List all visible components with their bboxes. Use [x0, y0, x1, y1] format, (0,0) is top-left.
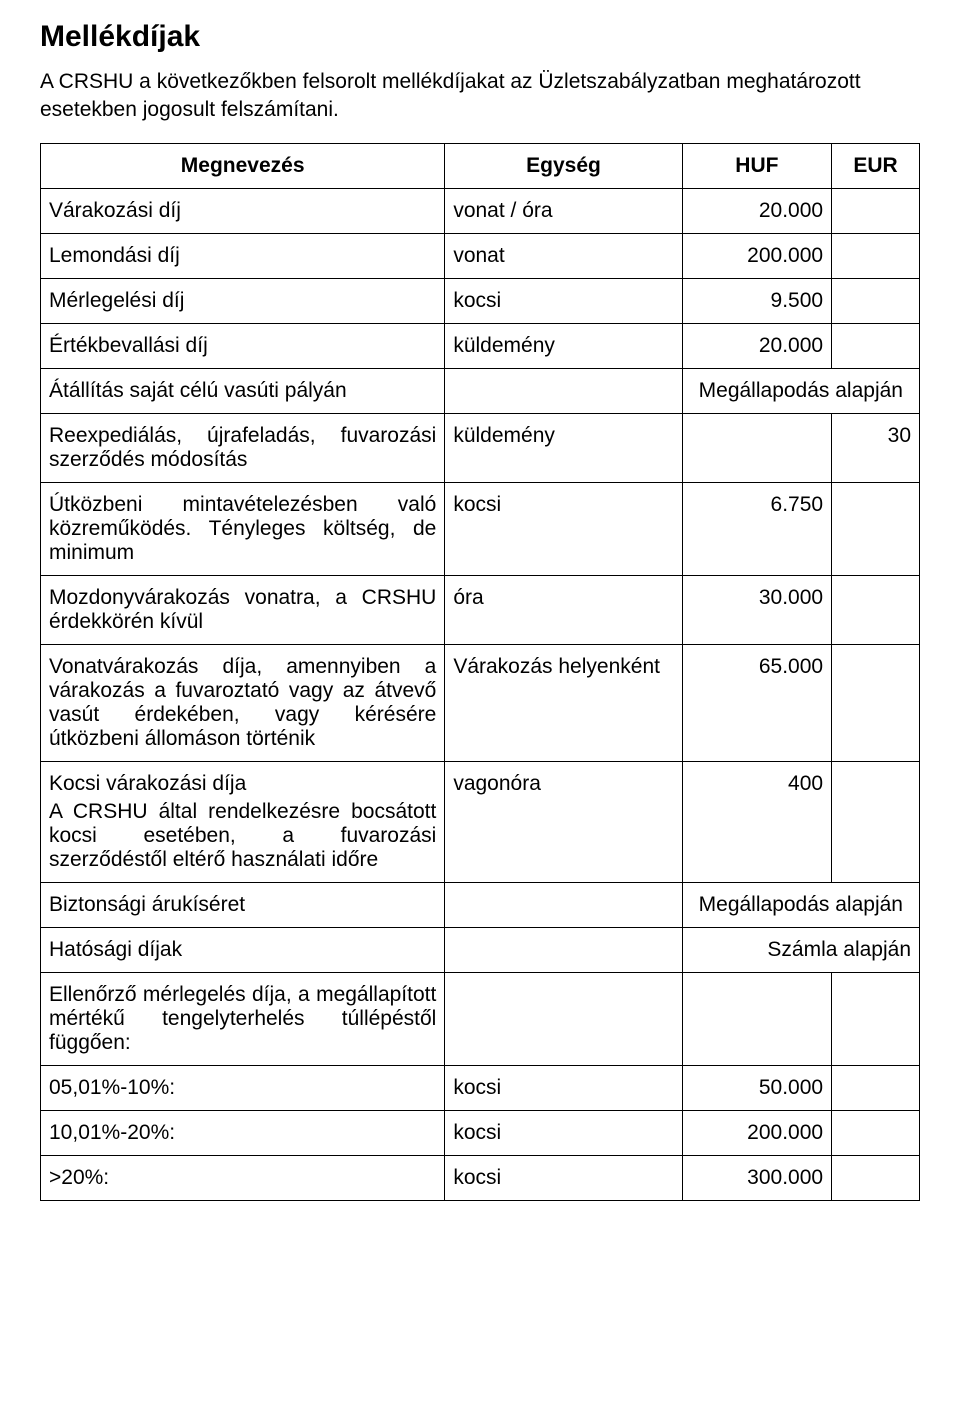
cell-huf: 30.000: [682, 575, 831, 644]
cell-huf: 300.000: [682, 1155, 831, 1200]
cell-huf: [682, 972, 831, 1065]
cell-eur: [832, 323, 920, 368]
cell-eur: [832, 761, 920, 882]
cell-name: Ellenőrző mérlegelés díja, a megállapíto…: [41, 972, 445, 1065]
cell-huf: 20.000: [682, 323, 831, 368]
cell-eur: [832, 644, 920, 761]
col-header-huf: HUF: [682, 143, 831, 188]
cell-unit: [445, 927, 682, 972]
cell-huf: 200.000: [682, 233, 831, 278]
table-row: Vonatvárakozás díja, amennyiben a várako…: [41, 644, 920, 761]
cell-name: Biztonsági árukíséret: [41, 882, 445, 927]
cell-name: Kocsi várakozási díja A CRSHU által rend…: [41, 761, 445, 882]
table-row: Mérlegelési díj kocsi 9.500: [41, 278, 920, 323]
cell-eur: [832, 233, 920, 278]
table-row: Útközbeni mintavételezésben való közremű…: [41, 482, 920, 575]
cell-unit: kocsi: [445, 278, 682, 323]
cell-name: Értékbevallási díj: [41, 323, 445, 368]
cell-eur: [832, 575, 920, 644]
cell-huf: 50.000: [682, 1065, 831, 1110]
cell-eur: 30: [832, 413, 920, 482]
cell-huf: 400: [682, 761, 831, 882]
cell-span-note: Megállapodás alapján: [682, 368, 919, 413]
cell-name-main: Kocsi várakozási díja: [49, 772, 436, 796]
cell-eur: [832, 1110, 920, 1155]
cell-name: >20%:: [41, 1155, 445, 1200]
cell-name: Lemondási díj: [41, 233, 445, 278]
table-row: Kocsi várakozási díja A CRSHU által rend…: [41, 761, 920, 882]
page-title: Mellékdíjak: [40, 20, 920, 54]
table-row: Biztonsági árukíséret Megállapodás alapj…: [41, 882, 920, 927]
page: Mellékdíjak A CRSHU a következőkben fels…: [0, 0, 960, 1413]
cell-unit: vonat: [445, 233, 682, 278]
cell-name: Hatósági díjak: [41, 927, 445, 972]
cell-huf: 65.000: [682, 644, 831, 761]
table-row: Ellenőrző mérlegelés díja, a megállapíto…: [41, 972, 920, 1065]
cell-huf: 9.500: [682, 278, 831, 323]
col-header-name: Megnevezés: [41, 143, 445, 188]
intro-text: A CRSHU a következőkben felsorolt mellék…: [40, 68, 920, 125]
cell-name: Útközbeni mintavételezésben való közremű…: [41, 482, 445, 575]
cell-name: Reexpediálás, újrafeladás, fuvarozási sz…: [41, 413, 445, 482]
cell-unit: kocsi: [445, 482, 682, 575]
cell-name: Mérlegelési díj: [41, 278, 445, 323]
cell-name: Vonatvárakozás díja, amennyiben a várako…: [41, 644, 445, 761]
cell-eur: [832, 972, 920, 1065]
cell-eur: [832, 278, 920, 323]
cell-eur: [832, 1065, 920, 1110]
cell-span-note: Megállapodás alapján: [682, 882, 919, 927]
cell-unit: vagonóra: [445, 761, 682, 882]
cell-eur: [832, 482, 920, 575]
cell-name: 10,01%-20%:: [41, 1110, 445, 1155]
cell-name-desc: A CRSHU által rendelkezésre bocsátott ko…: [49, 800, 436, 872]
cell-unit: [445, 972, 682, 1065]
cell-eur: [832, 188, 920, 233]
cell-unit: kocsi: [445, 1110, 682, 1155]
table-row: Átállítás saját célú vasúti pályán Megál…: [41, 368, 920, 413]
cell-unit: kocsi: [445, 1155, 682, 1200]
fees-table: Megnevezés Egység HUF EUR Várakozási díj…: [40, 143, 920, 1201]
cell-unit: óra: [445, 575, 682, 644]
cell-unit: küldemény: [445, 323, 682, 368]
cell-unit: [445, 368, 682, 413]
cell-unit: [445, 882, 682, 927]
cell-name: Mozdonyvárakozás vonatra, a CRSHU érdekk…: [41, 575, 445, 644]
cell-huf: 20.000: [682, 188, 831, 233]
cell-name: 05,01%-10%:: [41, 1065, 445, 1110]
cell-unit: kocsi: [445, 1065, 682, 1110]
col-header-eur: EUR: [832, 143, 920, 188]
table-row: Lemondási díj vonat 200.000: [41, 233, 920, 278]
table-row: Értékbevallási díj küldemény 20.000: [41, 323, 920, 368]
table-row: Várakozási díj vonat / óra 20.000: [41, 188, 920, 233]
cell-eur: [832, 1155, 920, 1200]
cell-unit: Várakozás helyenként: [445, 644, 682, 761]
cell-name: Várakozási díj: [41, 188, 445, 233]
cell-huf: 6.750: [682, 482, 831, 575]
cell-unit: vonat / óra: [445, 188, 682, 233]
table-row: Reexpediálás, újrafeladás, fuvarozási sz…: [41, 413, 920, 482]
cell-huf: [682, 413, 831, 482]
cell-name: Átállítás saját célú vasúti pályán: [41, 368, 445, 413]
table-row: 10,01%-20%: kocsi 200.000: [41, 1110, 920, 1155]
table-row: Hatósági díjak Számla alapján: [41, 927, 920, 972]
table-row: 05,01%-10%: kocsi 50.000: [41, 1065, 920, 1110]
table-header-row: Megnevezés Egység HUF EUR: [41, 143, 920, 188]
table-row: >20%: kocsi 300.000: [41, 1155, 920, 1200]
table-row: Mozdonyvárakozás vonatra, a CRSHU érdekk…: [41, 575, 920, 644]
cell-huf: 200.000: [682, 1110, 831, 1155]
cell-span-note: Számla alapján: [682, 927, 919, 972]
cell-unit: küldemény: [445, 413, 682, 482]
col-header-unit: Egység: [445, 143, 682, 188]
